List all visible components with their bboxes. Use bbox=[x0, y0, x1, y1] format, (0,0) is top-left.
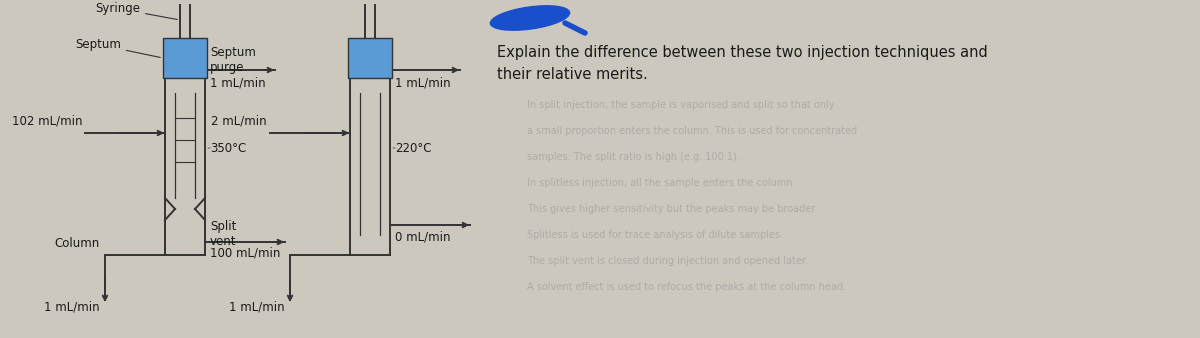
Text: samples. The split ratio is high (e.g. 100:1).: samples. The split ratio is high (e.g. 1… bbox=[527, 152, 739, 162]
Text: 1 mL/min: 1 mL/min bbox=[395, 76, 451, 89]
Text: a small proportion enters the column. This is used for concentrated: a small proportion enters the column. Th… bbox=[527, 126, 857, 136]
Text: Septum: Septum bbox=[74, 38, 161, 57]
Text: Syringe: Syringe bbox=[95, 2, 178, 20]
Text: The split vent is closed during injection and opened later.: The split vent is closed during injectio… bbox=[527, 256, 808, 266]
Text: 350°C: 350°C bbox=[210, 142, 246, 154]
Text: 1 mL/min: 1 mL/min bbox=[44, 300, 100, 313]
Text: Septum
purge: Septum purge bbox=[210, 46, 256, 74]
Text: In splitless injection, all the sample enters the column.: In splitless injection, all the sample e… bbox=[527, 178, 796, 188]
Text: A solvent effect is used to refocus the peaks at the column head.: A solvent effect is used to refocus the … bbox=[527, 282, 846, 292]
Bar bbox=[348, 38, 392, 78]
Text: 0 mL/min: 0 mL/min bbox=[395, 230, 450, 243]
Text: 1 mL/min: 1 mL/min bbox=[229, 300, 286, 313]
Text: 100 mL/min: 100 mL/min bbox=[210, 247, 281, 260]
Text: 102 mL/min: 102 mL/min bbox=[12, 115, 82, 128]
Text: Split
vent: Split vent bbox=[210, 220, 236, 248]
Text: Explain the difference between these two injection techniques and: Explain the difference between these two… bbox=[497, 45, 988, 60]
Ellipse shape bbox=[491, 6, 570, 30]
Text: This gives higher sensitivity but the peaks may be broader.: This gives higher sensitivity but the pe… bbox=[527, 204, 817, 214]
Text: In split injection, the sample is vaporised and split so that only: In split injection, the sample is vapori… bbox=[527, 100, 834, 110]
Bar bbox=[163, 38, 208, 78]
Text: Column: Column bbox=[55, 237, 100, 250]
Text: Splitless is used for trace analysis of dilute samples.: Splitless is used for trace analysis of … bbox=[527, 230, 784, 240]
Text: 1 mL/min: 1 mL/min bbox=[210, 76, 265, 89]
Text: their relative merits.: their relative merits. bbox=[497, 67, 648, 82]
Text: 220°C: 220°C bbox=[395, 142, 432, 154]
Text: 2 mL/min: 2 mL/min bbox=[211, 115, 266, 128]
